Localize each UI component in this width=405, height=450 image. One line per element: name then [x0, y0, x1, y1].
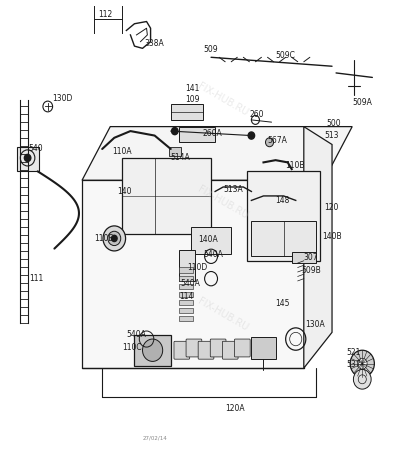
Text: 500: 500: [325, 118, 340, 127]
Bar: [247, 171, 319, 261]
Text: 307: 307: [303, 253, 318, 262]
Text: 509A: 509A: [351, 98, 371, 107]
Text: 110E: 110E: [94, 234, 113, 243]
Bar: [134, 334, 171, 366]
FancyBboxPatch shape: [185, 339, 201, 357]
Circle shape: [247, 132, 254, 139]
FancyBboxPatch shape: [198, 341, 213, 359]
Bar: [251, 337, 275, 359]
Text: 130D: 130D: [52, 94, 72, 104]
Text: 260A: 260A: [202, 129, 222, 138]
Bar: [178, 300, 192, 305]
Text: 140: 140: [117, 187, 132, 196]
Bar: [251, 220, 315, 256]
Bar: [291, 252, 315, 263]
Circle shape: [111, 235, 117, 242]
Text: 514A: 514A: [170, 153, 189, 162]
Circle shape: [265, 138, 273, 147]
Text: 509C: 509C: [275, 51, 295, 60]
Text: 513: 513: [323, 131, 338, 140]
Text: 130A: 130A: [304, 320, 324, 329]
FancyBboxPatch shape: [222, 341, 237, 359]
FancyBboxPatch shape: [234, 339, 249, 357]
Bar: [178, 275, 192, 281]
Text: 110A: 110A: [112, 147, 132, 156]
Text: FIX-HUB.RU: FIX-HUB.RU: [196, 296, 249, 333]
FancyBboxPatch shape: [210, 339, 226, 357]
Text: FIX-HUB.RU: FIX-HUB.RU: [196, 81, 249, 118]
Bar: [178, 292, 192, 297]
Bar: [190, 227, 231, 254]
Bar: [178, 308, 192, 313]
Text: 120A: 120A: [225, 404, 244, 413]
Text: 537: 537: [345, 360, 360, 369]
Bar: [168, 147, 180, 156]
Circle shape: [103, 226, 125, 251]
Bar: [178, 316, 192, 321]
Bar: [171, 104, 202, 120]
Circle shape: [171, 127, 177, 135]
Text: 141: 141: [185, 84, 199, 93]
Text: 110B: 110B: [285, 162, 305, 171]
Polygon shape: [303, 126, 331, 368]
Text: 112: 112: [98, 10, 112, 19]
Circle shape: [142, 339, 162, 361]
Text: 521: 521: [345, 348, 360, 357]
Text: 148: 148: [275, 196, 289, 205]
Text: 140A: 140A: [198, 235, 217, 244]
Text: 109: 109: [185, 95, 199, 104]
Circle shape: [350, 350, 373, 377]
Circle shape: [356, 358, 366, 369]
Bar: [122, 158, 211, 234]
Text: 114: 114: [178, 292, 193, 301]
Text: 567A: 567A: [267, 135, 287, 144]
Text: 338A: 338A: [144, 40, 164, 49]
Bar: [178, 250, 194, 281]
FancyBboxPatch shape: [173, 341, 189, 359]
Bar: [178, 284, 192, 289]
Text: 260: 260: [249, 110, 263, 119]
Text: 540: 540: [29, 144, 43, 153]
Text: 140B: 140B: [321, 232, 341, 241]
Circle shape: [108, 231, 120, 246]
Bar: [178, 126, 215, 142]
Text: 509: 509: [202, 45, 217, 54]
Bar: [178, 267, 192, 273]
Text: 110C: 110C: [122, 343, 142, 352]
Text: 509B: 509B: [301, 266, 321, 275]
Text: 540A: 540A: [126, 330, 146, 339]
Circle shape: [24, 154, 31, 162]
Text: 540A: 540A: [180, 279, 200, 288]
Bar: [17, 147, 39, 171]
Polygon shape: [82, 126, 351, 180]
Text: 111: 111: [29, 274, 43, 283]
Text: 513A: 513A: [223, 184, 242, 194]
Circle shape: [352, 369, 370, 389]
Text: 27/02/14: 27/02/14: [142, 436, 166, 441]
Text: 145: 145: [275, 299, 289, 308]
Text: FIX-HUB.RU: FIX-HUB.RU: [196, 184, 249, 221]
Text: 120: 120: [323, 202, 337, 211]
Bar: [82, 180, 303, 368]
Text: 540A: 540A: [202, 250, 222, 259]
Text: 110D: 110D: [186, 263, 207, 272]
